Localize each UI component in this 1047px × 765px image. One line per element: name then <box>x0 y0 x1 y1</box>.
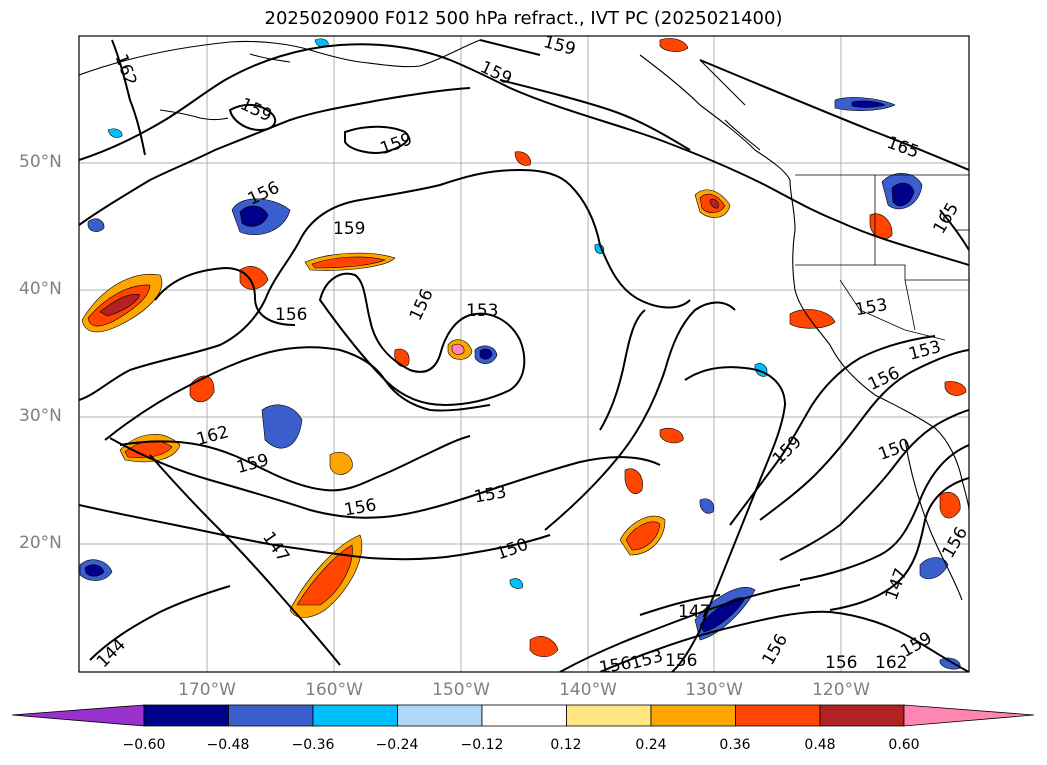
map-plot-area: 162 159 159 159 159 165 165 156 159 156 … <box>79 32 969 678</box>
colorbar-tick-label: 0.12 <box>550 737 582 753</box>
colorbar-segment <box>397 704 483 727</box>
contour-label: 156 <box>665 651 697 671</box>
contour-label: 147 <box>678 602 710 622</box>
lat-label: 50°N <box>19 152 62 172</box>
contour-label: 159 <box>541 32 578 60</box>
colorbar-tick-label: 0.36 <box>719 737 751 753</box>
colorbar-tick-label: 0.24 <box>635 737 667 753</box>
colorbar-segment <box>819 704 905 727</box>
lon-label: 130°W <box>685 680 743 700</box>
colorbar-tick-label: −0.60 <box>122 737 166 753</box>
refractivity-contours <box>79 39 969 672</box>
colorbar-segment <box>735 704 821 727</box>
colorbar-segment <box>143 704 229 727</box>
colorbar-segment <box>312 704 398 727</box>
lon-label: 160°W <box>305 680 363 700</box>
coastlines <box>79 39 969 601</box>
colorbar-tick-label: 0.48 <box>804 737 836 753</box>
map-title: 2025020900 F012 500 hPa refract., IVT PC… <box>264 8 783 29</box>
colorbar-tick-label: −0.12 <box>460 737 504 753</box>
colorbar-tick-label: 0.60 <box>888 737 920 753</box>
colorbar-segment <box>650 704 736 727</box>
lon-label: 120°W <box>812 680 870 700</box>
map-frame <box>78 35 970 673</box>
colorbar-tick-label: −0.24 <box>375 737 419 753</box>
lat-label: 30°N <box>19 406 62 426</box>
lon-label: 150°W <box>432 680 490 700</box>
contour-label: 153 <box>466 301 498 321</box>
lon-label: 170°W <box>178 680 236 700</box>
colorbar-segment <box>566 704 652 727</box>
colorbar-extend-high <box>903 704 1035 727</box>
colorbar-segment <box>481 704 567 727</box>
contour-label: 156 <box>275 305 307 325</box>
colorbar-tick-label: −0.48 <box>206 737 250 753</box>
ivt-positive-patches <box>81 38 967 658</box>
contour-label: 162 <box>875 653 907 673</box>
lat-label: 40°N <box>19 279 62 299</box>
lat-label: 20°N <box>19 533 62 553</box>
colorbar <box>11 704 1035 727</box>
contour-label: 159 <box>333 219 365 239</box>
colorbar-tick-label: −0.36 <box>291 737 335 753</box>
borders <box>795 174 969 341</box>
lon-label: 140°W <box>559 680 617 700</box>
contour-label: 156 <box>825 653 857 673</box>
colorbar-segment <box>228 704 314 727</box>
colorbar-extend-low <box>11 704 145 727</box>
contour-label: 156 <box>598 653 633 678</box>
